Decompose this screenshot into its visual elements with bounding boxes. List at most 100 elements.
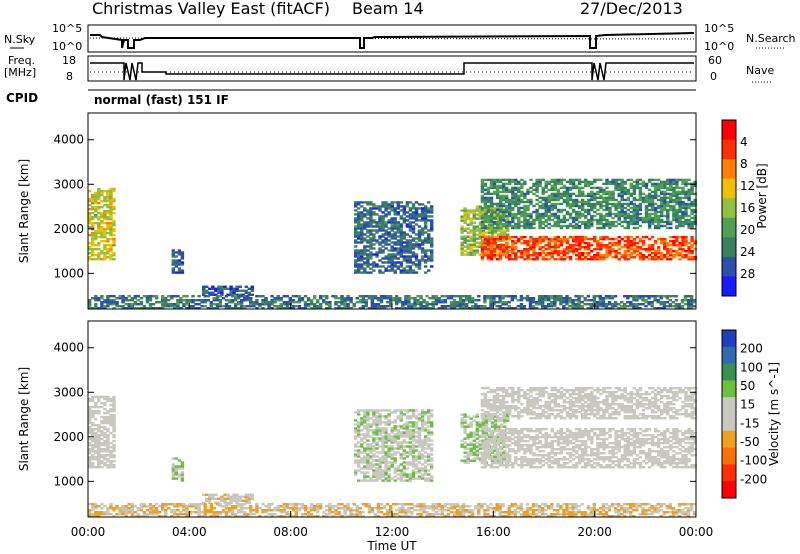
heatmap-cell [653,252,658,255]
heatmap-cell [399,227,403,230]
heatmap-cell [370,305,375,308]
heatmap-cell [384,241,388,244]
heatmap-cell [495,188,500,192]
heatmap-cell [393,257,397,260]
heatmap-cell [556,196,561,200]
heatmap-cell [243,295,247,298]
heatmap-cell [423,271,428,274]
heatmap-cell [638,258,643,261]
heatmap-cell [384,457,388,460]
heatmap-cell [492,182,497,186]
heatmap-cell [577,252,582,255]
heatmap-cell [547,299,551,302]
heatmap-cell [517,210,521,214]
heatmap-cell [419,305,423,308]
heatmap-cell [529,237,533,241]
heatmap-cell [360,437,364,440]
heatmap-cell [417,441,422,444]
heatmap-cell [486,200,491,204]
heatmap-cell [88,409,92,413]
heatmap-cell [414,457,419,460]
heatmap-cell [520,212,524,216]
heatmap-cell [496,435,501,438]
heatmap-cell [399,425,403,428]
heatmap-cell [489,204,494,208]
heatmap-cell [88,427,92,431]
heatmap-cell [357,421,361,424]
heatmap-cell [458,297,463,300]
heatmap-cell [100,215,104,219]
heatmap-cell [466,223,470,226]
heatmap-cell [430,257,434,260]
heatmap-cell [678,222,682,226]
heatmap-cell [381,257,385,260]
heatmap-cell [614,178,618,182]
heatmap-cell [544,214,548,218]
heatmap-cell [148,303,153,306]
heatmap-cell [402,247,406,250]
heatmap-cell [541,237,545,241]
heatmap-cell [381,435,385,438]
heatmap-cell [354,235,358,238]
heatmap-cell [626,240,630,243]
heatmap-cell [369,201,373,204]
heatmap-cell [381,271,385,274]
heatmap-cell [390,421,394,424]
heatmap-cell [475,421,479,424]
heatmap-cell [428,303,432,306]
heatmap-cell [97,191,101,195]
heatmap-cell [346,305,350,308]
heatmap-cell [408,235,413,238]
heatmap-cell [363,435,367,438]
heatmap-cell [511,226,515,230]
heatmap-cell [142,307,147,310]
heatmap-cell [547,206,551,210]
heatmap-cell [550,180,554,184]
heatmap-cell [100,415,104,419]
heatmap-cell [316,307,320,310]
heatmap-cell [363,263,367,266]
heatmap-cell [613,305,618,308]
heatmap-cell [553,192,557,196]
heatmap-cell [244,285,248,288]
heatmap-cell [414,259,419,262]
heatmap-cell [587,254,591,257]
heatmap-cell [103,425,107,429]
heatmap-cell [629,206,633,210]
heatmap-cell [430,225,434,228]
heatmap-cell [466,447,470,450]
heatmap-cell [177,473,182,476]
heatmap-cell [489,216,494,220]
heatmap-cell [672,198,676,202]
heatmap-cell [423,479,428,482]
heatmap-cell [690,237,694,241]
heatmap-cell [632,204,637,208]
heatmap-cell [526,244,530,247]
heatmap-cell [112,419,116,423]
heatmap-cell [514,192,518,196]
heatmap-cell [408,209,413,212]
heatmap-cell [375,443,379,446]
heatmap-cell [492,248,497,251]
heatmap-cell [472,237,476,240]
heatmap-cell [191,307,195,310]
heatmap-cell [297,305,302,308]
heatmap-cell [505,194,509,198]
heatmap-cell [420,411,425,414]
heatmap-cell [452,307,457,310]
heatmap-cell [390,477,394,480]
heatmap-cell [520,186,524,190]
heatmap-cell [678,204,682,208]
heatmap-cell [106,411,110,415]
heatmap-cell [202,289,206,292]
heatmap-cell [495,220,500,224]
heatmap-cell [504,303,508,306]
heatmap-cell [620,305,624,308]
heatmap-cell [663,208,667,212]
heatmap-cell [580,301,584,304]
heatmap-cell [91,297,95,300]
heatmap-cell [354,443,358,446]
heatmap-cell [498,196,503,200]
heatmap-cell [430,221,434,224]
heatmap-cell [511,240,515,243]
